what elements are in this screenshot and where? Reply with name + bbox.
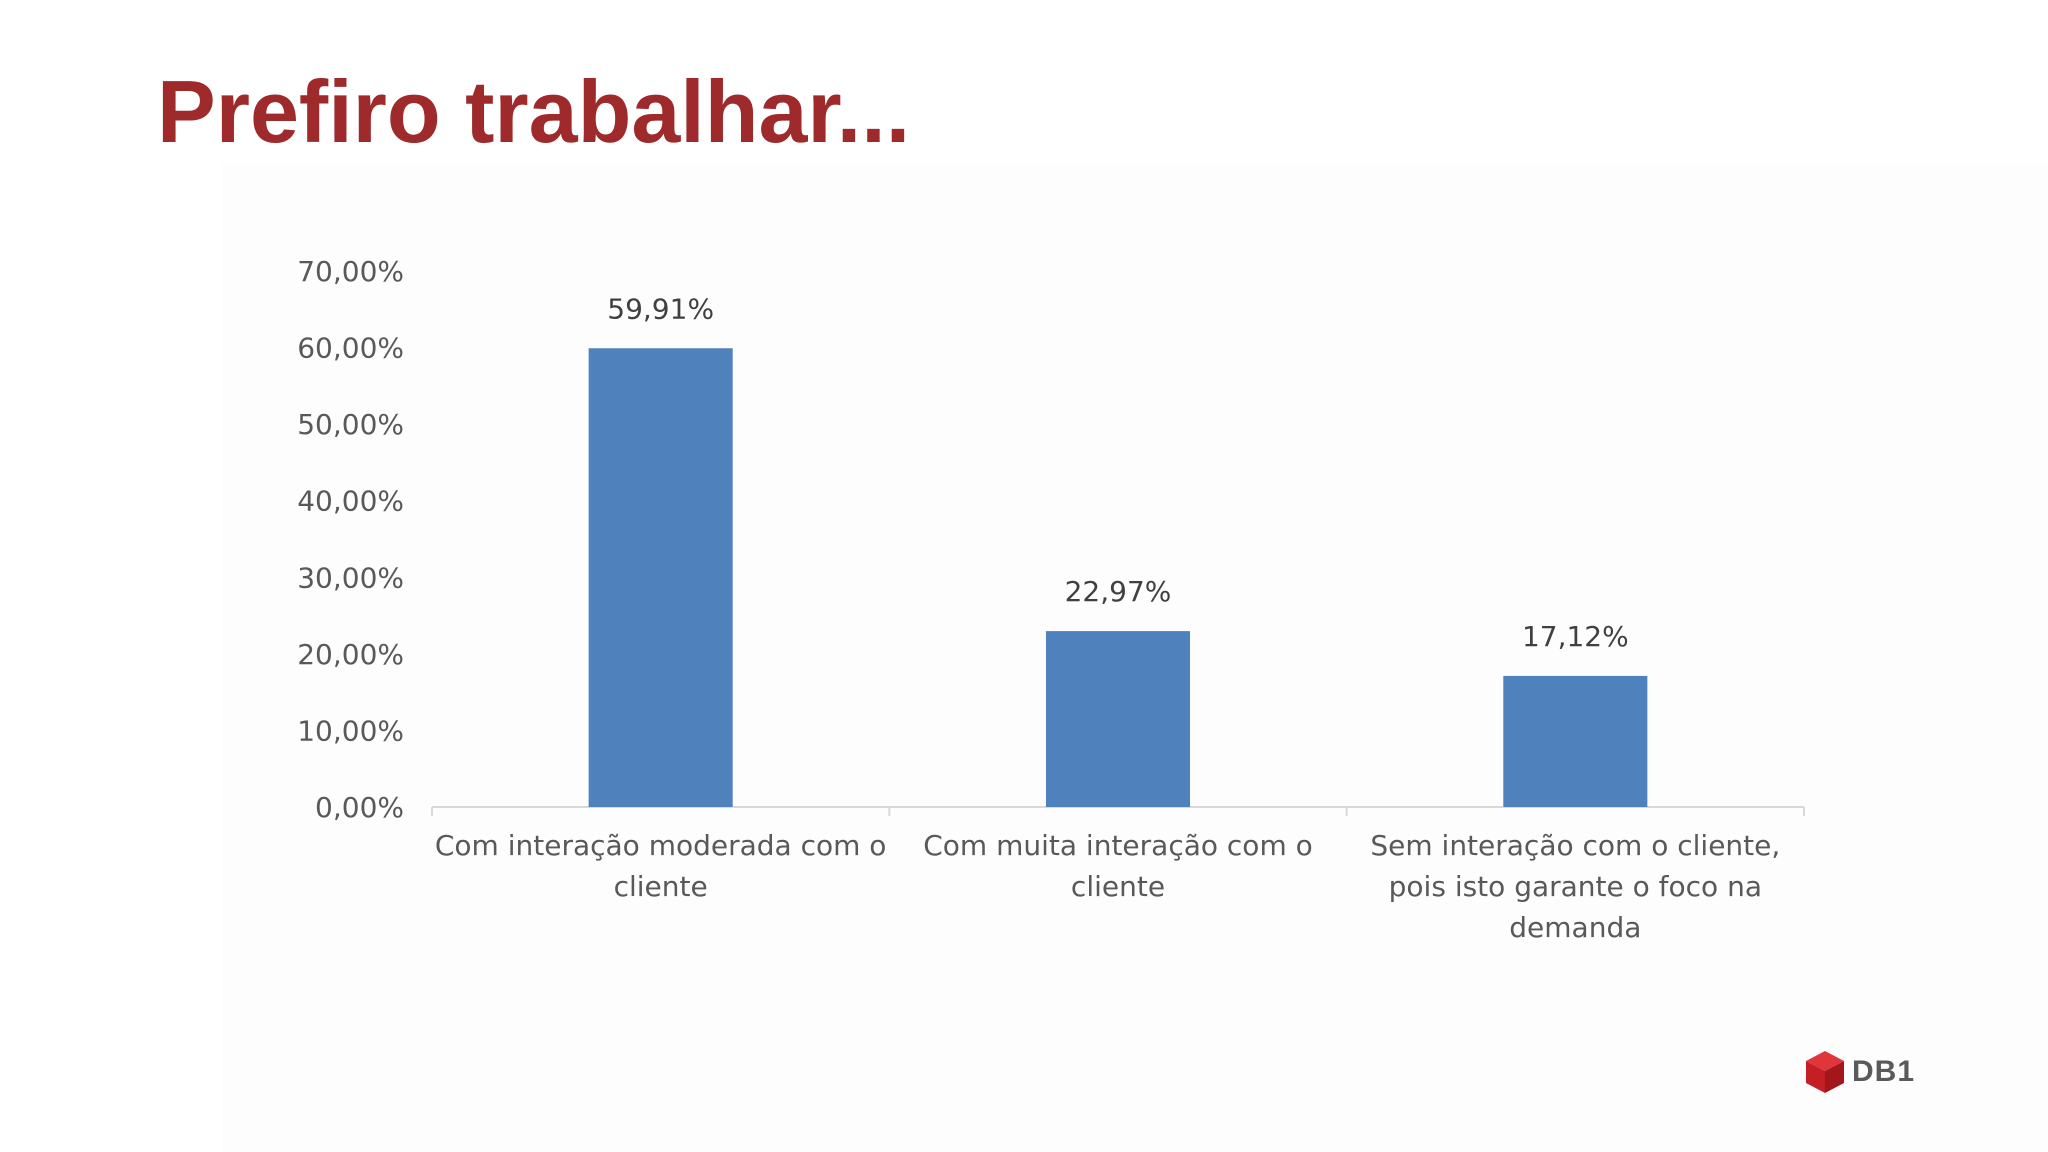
logo-text: DB1 — [1852, 1055, 1916, 1088]
chart-area: 0,00% 10,00% 20,00% 30,00% 40,00% 50,00% 60,00… — [222, 163, 2048, 1152]
bar-chart: 0,00% 10,00% 20,00% 30,00% 40,00% 50,00% 60,00… — [297, 255, 1805, 944]
data-label: 59,91% — [607, 292, 714, 325]
bar — [1503, 675, 1648, 807]
data-label: 22,97% — [1065, 575, 1172, 608]
bar — [1045, 631, 1191, 807]
data-label: 17,12% — [1522, 620, 1629, 653]
y-tick-label: 70,00% — [297, 255, 404, 288]
db1-logo: DB1 — [1804, 1048, 1915, 1096]
category-label: Com interação moderada com o — [435, 829, 887, 862]
y-tick-label: 50,00% — [297, 408, 404, 441]
y-tick-label: 30,00% — [297, 561, 404, 594]
category-label: Sem interação com o cliente, — [1370, 829, 1780, 862]
category-label: Com muita interação com o — [923, 829, 1313, 862]
y-tick-label: 40,00% — [297, 485, 404, 518]
category-label: cliente — [614, 870, 708, 903]
bar — [588, 348, 733, 807]
slide-title: Prefiro trabalhar... — [157, 62, 911, 161]
cube-logo-icon — [1806, 1051, 1844, 1093]
category-label: pois isto garante o foco na — [1389, 870, 1762, 903]
y-tick-label: 10,00% — [297, 714, 404, 747]
y-tick-label: 0,00% — [315, 791, 404, 824]
y-tick-label: 20,00% — [297, 638, 404, 671]
category-label: demanda — [1509, 911, 1641, 944]
y-tick-label: 60,00% — [297, 332, 404, 365]
category-label: cliente — [1071, 870, 1165, 903]
